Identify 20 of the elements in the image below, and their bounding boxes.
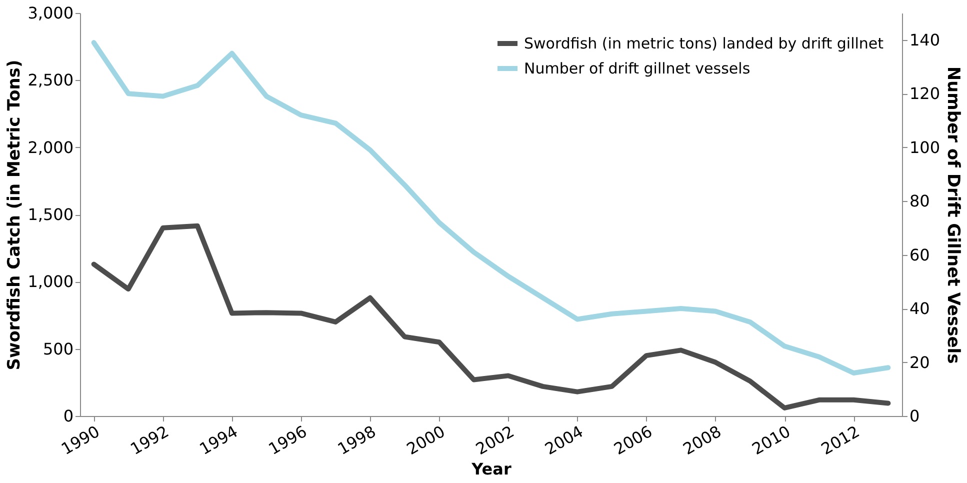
y2-tick-label: 0 — [910, 406, 920, 426]
y-tick-label: 500 — [42, 339, 74, 358]
legend-label: Swordfish (in metric tons) landed by drift gillnet — [524, 34, 884, 52]
x-axis-title: Year — [470, 460, 512, 479]
y-axis-title: Swordfish Catch (in Metric Tons) — [4, 60, 25, 370]
y-tick-label: 1,000 — [28, 272, 74, 292]
y-tick-label: 0 — [63, 406, 74, 426]
y2-tick-label: 140 — [910, 30, 940, 50]
y-tick-label: 2,500 — [28, 70, 74, 90]
y2-tick-label: 100 — [910, 138, 940, 157]
y2-axis-title: Number of Drift Gillnet Vessels — [943, 66, 964, 364]
legend-label: Number of drift gillnet vessels — [524, 60, 750, 78]
y-tick-label: 3,000 — [28, 4, 74, 22]
y2-tick-label: 60 — [910, 245, 930, 264]
y2-tick-label: 20 — [910, 352, 930, 372]
y-tick-label: 2,000 — [28, 138, 74, 157]
y2-tick-label: 120 — [910, 84, 940, 104]
y2-tick-label: 40 — [910, 299, 930, 318]
y2-tick-label: 80 — [910, 192, 930, 211]
y-tick-label: 1,500 — [28, 205, 74, 224]
